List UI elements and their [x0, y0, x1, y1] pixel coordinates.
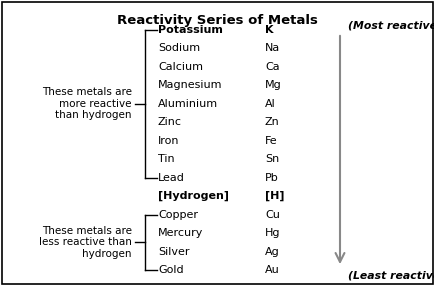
Text: [H]: [H]: [264, 191, 284, 201]
Text: (Most reactive metal): (Most reactive metal): [347, 21, 434, 31]
Text: These metals are
more reactive
than hydrogen: These metals are more reactive than hydr…: [42, 87, 132, 120]
Text: Zn: Zn: [264, 117, 279, 127]
Text: Mg: Mg: [264, 80, 281, 90]
Text: Aluminium: Aluminium: [158, 99, 217, 109]
Text: Gold: Gold: [158, 265, 183, 275]
Text: Magnesium: Magnesium: [158, 80, 222, 90]
Text: Tin: Tin: [158, 154, 174, 164]
Text: Au: Au: [264, 265, 279, 275]
Text: Sodium: Sodium: [158, 43, 200, 53]
Text: Na: Na: [264, 43, 279, 53]
Text: These metals are
less reactive than
hydrogen: These metals are less reactive than hydr…: [39, 226, 132, 259]
Text: Cu: Cu: [264, 210, 279, 220]
Text: Ag: Ag: [264, 247, 279, 257]
Text: Copper: Copper: [158, 210, 197, 220]
Text: Potassium: Potassium: [158, 25, 222, 35]
Text: Mercury: Mercury: [158, 228, 203, 238]
Text: Ca: Ca: [264, 62, 279, 72]
Text: Sn: Sn: [264, 154, 279, 164]
Text: Silver: Silver: [158, 247, 189, 257]
Text: K: K: [264, 25, 273, 35]
Text: Pb: Pb: [264, 173, 278, 183]
Text: Iron: Iron: [158, 136, 179, 146]
Text: Zinc: Zinc: [158, 117, 181, 127]
Text: [Hydrogen]: [Hydrogen]: [158, 191, 228, 201]
Text: Lead: Lead: [158, 173, 184, 183]
Text: Hg: Hg: [264, 228, 280, 238]
Text: Al: Al: [264, 99, 275, 109]
Text: Fe: Fe: [264, 136, 277, 146]
Text: (Least reactive metal): (Least reactive metal): [347, 271, 434, 281]
Text: Calcium: Calcium: [158, 62, 203, 72]
Text: Reactivity Series of Metals: Reactivity Series of Metals: [116, 14, 317, 27]
